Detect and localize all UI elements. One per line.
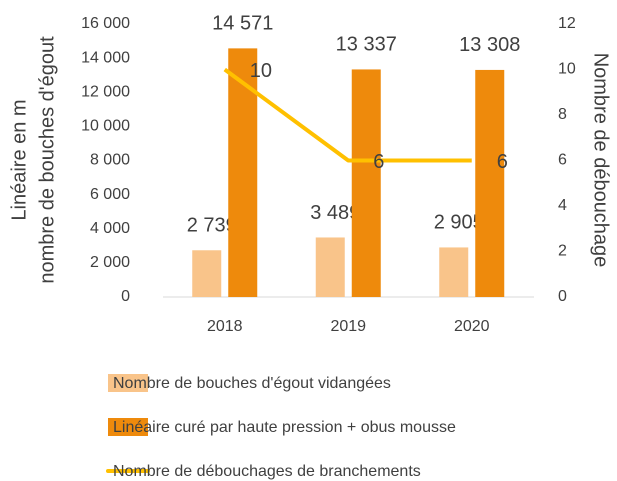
x-tick-label: 2018 [207, 318, 243, 335]
data-label: 2 739 [187, 215, 237, 237]
y2-tick-label: 4 [558, 197, 567, 214]
y-tick-label: 0 [121, 288, 130, 305]
data-label: 6 [373, 151, 384, 173]
y2-tick-label: 8 [558, 106, 567, 123]
data-label: 6 [497, 151, 508, 173]
legend-label: Linéaire curé par haute pression + obus … [113, 419, 456, 436]
bar [351, 69, 381, 297]
y-tick-label: 14 000 [81, 49, 130, 66]
data-label: 2 905 [434, 212, 484, 234]
y2-tick-label: 6 [558, 152, 567, 169]
bar [315, 237, 345, 297]
y-axis-title: Linéaire en m [8, 99, 30, 220]
y2-tick-label: 0 [558, 288, 567, 305]
x-tick-label: 2019 [330, 318, 366, 335]
y-tick-label: 6 000 [90, 186, 130, 203]
bar [228, 48, 258, 298]
bar [439, 247, 469, 297]
data-label: 13 308 [459, 34, 520, 56]
y2-tick-label: 10 [558, 61, 576, 78]
y2-tick-label: 12 [558, 15, 576, 32]
y-tick-label: 8 000 [90, 152, 130, 169]
y2-tick-label: 2 [558, 243, 567, 260]
y-tick-label: 10 000 [81, 118, 130, 135]
data-label: 10 [250, 60, 272, 82]
legend-swatch [108, 418, 148, 436]
bar [192, 250, 222, 297]
x-tick-label: 2020 [454, 318, 490, 335]
line [223, 67, 472, 163]
legend-swatch [108, 374, 148, 392]
y-tick-label: 2 000 [90, 254, 130, 271]
legend-label: Nombre de débouchages de branchements [113, 463, 421, 480]
bar [475, 69, 505, 297]
y-tick-label: 16 000 [81, 15, 130, 32]
y-tick-label: 4 000 [90, 220, 130, 237]
data-label: 3 489 [310, 202, 360, 224]
y-axis-title: nombre de bouches d'égout [36, 36, 58, 284]
y2-axis-title: Nombre de débouchage [590, 53, 612, 268]
legend-label: Nombre de bouches d'égout vidangées [113, 375, 391, 392]
y-tick-label: 12 000 [81, 83, 130, 100]
data-label: 14 571 [212, 13, 273, 35]
data-label: 13 337 [336, 34, 397, 56]
